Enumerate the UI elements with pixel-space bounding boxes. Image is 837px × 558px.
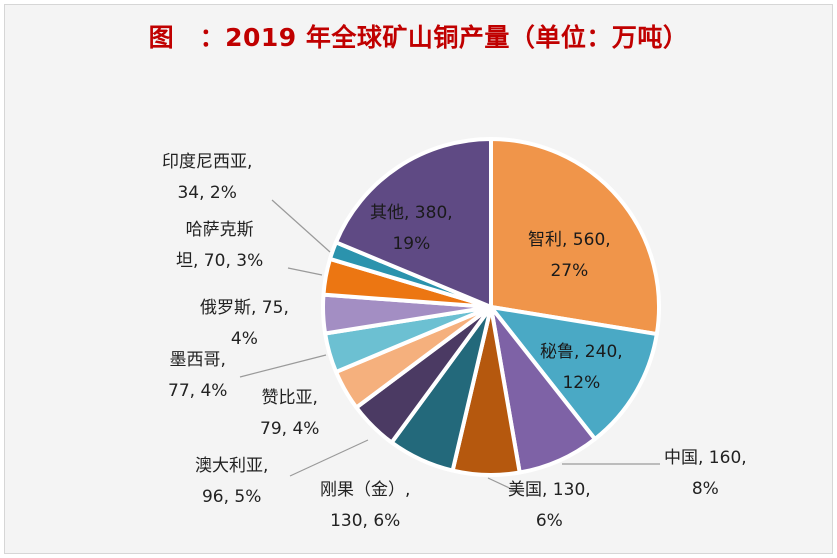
label-line: 8% <box>691 479 719 499</box>
label-line: 美国, 130, <box>508 480 591 500</box>
label-chile: 智利, 560, 27% <box>528 225 611 287</box>
leader-line <box>271 199 331 253</box>
label-line: 79, 4% <box>260 419 320 439</box>
label-congo: 刚果（金）, 130, 6% <box>320 475 410 537</box>
label-line: 19% <box>392 234 431 254</box>
label-line: 中国, 160, <box>664 448 747 468</box>
label-others: 其他, 380, 19% <box>370 198 453 260</box>
label-line: 智利, 560, <box>528 230 611 250</box>
label-line: 96, 5% <box>201 487 262 507</box>
label-line: 77, 4% <box>168 381 228 401</box>
label-mexico: 墨西哥, 77, 4% <box>168 345 227 407</box>
label-line: 34, 2% <box>177 183 237 203</box>
label-zambia: 赞比亚, 79, 4% <box>260 383 319 445</box>
label-line: 130, 6% <box>330 511 401 531</box>
label-line: 俄罗斯, 75, <box>200 298 289 318</box>
label-line: 墨西哥, <box>169 350 226 370</box>
label-line: 其他, 380, <box>370 203 453 223</box>
label-line: 4% <box>230 329 258 349</box>
label-line: 印度尼西亚, <box>162 152 253 172</box>
label-russia: 俄罗斯, 75, 4% <box>200 293 289 355</box>
leader-line <box>487 477 521 494</box>
leader-line <box>289 439 369 477</box>
chart-title: 图 ：2019 年全球矿山铜产量（单位：万吨） <box>148 23 689 52</box>
label-china: 中国, 160, 8% <box>664 443 747 505</box>
pie-slice-0 <box>489 137 661 337</box>
leader-line <box>239 354 327 378</box>
pie-slice-1 <box>489 305 659 442</box>
label-line: 6% <box>535 511 563 531</box>
label-line: 秘鲁, 240, <box>540 342 623 362</box>
leader-line <box>287 267 323 276</box>
pie-slice-11 <box>333 137 493 309</box>
label-line: 澳大利亚, <box>195 456 269 476</box>
label-line: 刚果（金）, <box>320 480 411 500</box>
label-line: 哈萨克斯 <box>185 220 254 240</box>
label-usa: 美国, 130, 6% <box>508 475 591 537</box>
label-line: 12% <box>562 373 601 393</box>
label-kazakhstan: 哈萨克斯坦, 70, 3% <box>176 215 263 277</box>
label-indonesia: 印度尼西亚, 34, 2% <box>162 147 252 209</box>
label-australia: 澳大利亚, 96, 5% <box>195 451 268 513</box>
label-line: 坦, 70, 3% <box>176 251 264 271</box>
label-line: 赞比亚, <box>261 388 318 408</box>
label-peru: 秘鲁, 240, 12% <box>540 337 623 399</box>
label-line: 27% <box>550 261 589 281</box>
